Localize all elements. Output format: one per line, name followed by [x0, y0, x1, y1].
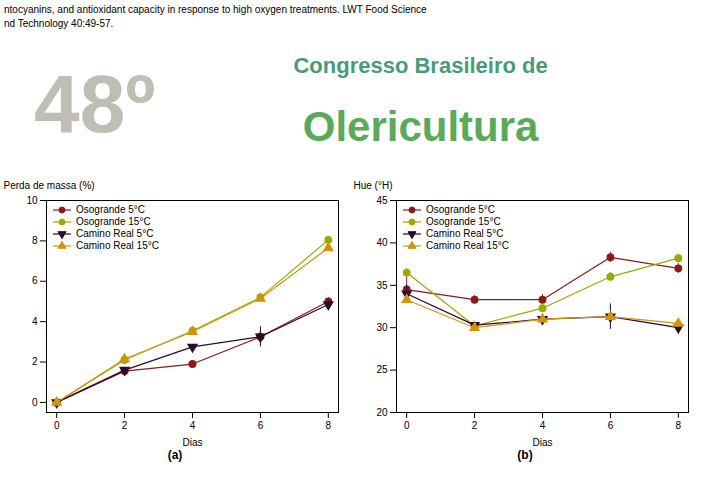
svg-text:Hue (°H): Hue (°H): [354, 180, 393, 191]
html-text:Camino Real 5°C: Camino Real 5°C: [76, 228, 154, 239]
svg-text:40: 40: [376, 237, 388, 248]
svg-text:30: 30: [376, 322, 388, 333]
svg-text:Perda de massa (%): Perda de massa (%): [4, 180, 95, 191]
html-text:Olericultura: Olericultura: [302, 103, 539, 151]
svg-text:2: 2: [472, 420, 478, 431]
html-text:Camino Real 5°C: Camino Real 5°C: [426, 228, 504, 239]
svg-text:2: 2: [122, 420, 128, 431]
svg-text:35: 35: [376, 280, 388, 291]
html-text:Osogrande 15°C: Osogrande 15°C: [426, 216, 501, 227]
svg-text:4: 4: [32, 316, 38, 327]
html-text:nd Technology 40:49-57.: nd Technology 40:49-57.: [4, 18, 114, 29]
html-text:48º: 48º: [34, 58, 156, 149]
html-text:Osogrande 5°C: Osogrande 5°C: [426, 204, 495, 215]
svg-text:45: 45: [376, 195, 388, 206]
svg-text:0: 0: [404, 420, 410, 431]
svg-text:25: 25: [376, 364, 388, 375]
svg-text:8: 8: [676, 420, 682, 431]
html-text:Congresso Brasileiro de: Congresso Brasileiro de: [293, 53, 548, 78]
svg-text:8: 8: [326, 420, 332, 431]
svg-text:10: 10: [26, 195, 38, 206]
svg-text:6: 6: [32, 275, 38, 286]
svg-text:0: 0: [32, 397, 38, 408]
svg-text:6: 6: [258, 420, 264, 431]
svg-text:6: 6: [608, 420, 614, 431]
html-text:Osogrande 15°C: Osogrande 15°C: [76, 216, 151, 227]
html-text:ntocyanins, and antioxidant ca: ntocyanins, and antioxidant capacity in …: [4, 4, 427, 15]
svg-text:20: 20: [376, 407, 388, 418]
html-text:Osogrande 5°C: Osogrande 5°C: [76, 204, 145, 215]
svg-text:2: 2: [32, 356, 38, 367]
html-text:(b): (b): [517, 448, 533, 462]
svg-text:0: 0: [54, 420, 60, 431]
svg-text:4: 4: [190, 420, 196, 431]
html-text:(a): (a): [167, 448, 183, 462]
svg-text:8: 8: [32, 235, 38, 246]
html-text:Camino Real 15°C: Camino Real 15°C: [76, 240, 159, 251]
svg-text:4: 4: [540, 420, 546, 431]
svg-text:Dias: Dias: [532, 437, 552, 448]
html-text:Camino Real 15°C: Camino Real 15°C: [426, 240, 509, 251]
svg-text:Dias: Dias: [182, 437, 202, 448]
